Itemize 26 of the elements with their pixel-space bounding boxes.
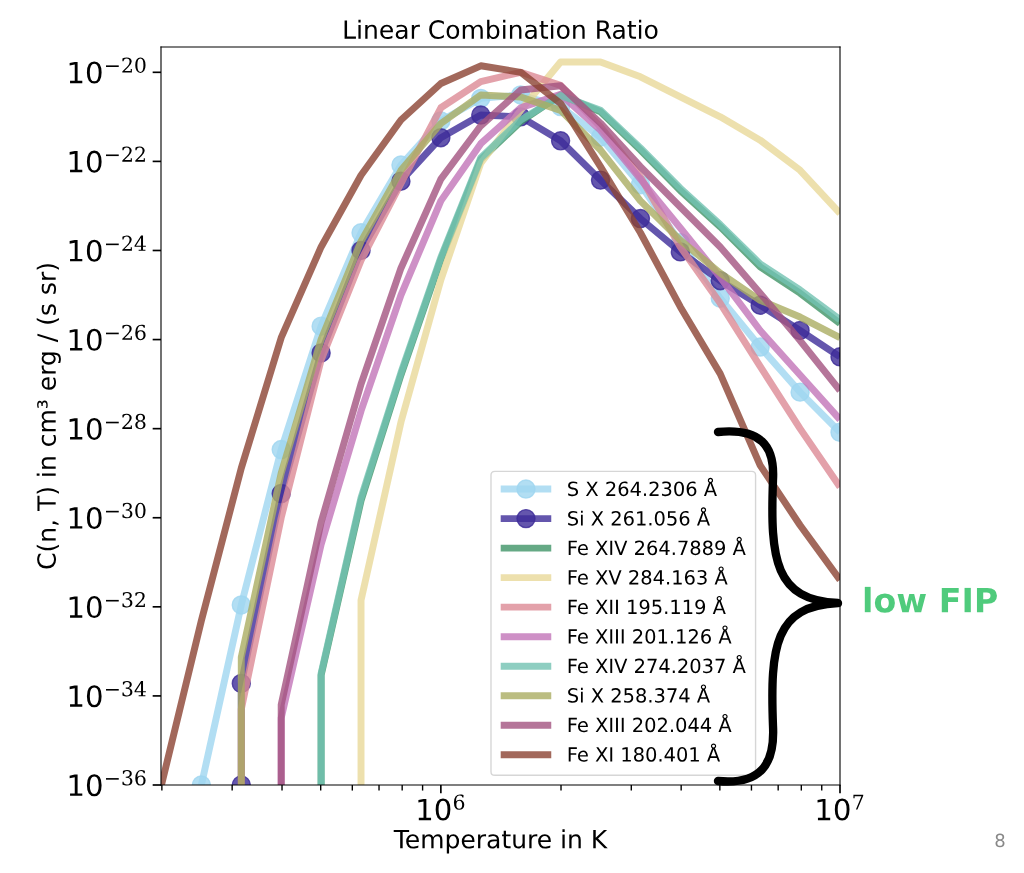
x-axis-title: Temperature in K: [393, 829, 608, 854]
y-tick-label: 10$^{−28}$: [69, 413, 146, 440]
x-tick-label: 10$^{7}$: [817, 794, 864, 821]
legend-label: Si X 258.374 Å: [568, 684, 710, 703]
y-tick-label: 10$^{−20}$: [69, 57, 146, 84]
y-axis-title: C(n, T) in cm³ erg / (s sr): [36, 264, 61, 569]
text: low FIP: [864, 586, 997, 613]
legend-label: Fe XIII 202.044 Å: [568, 713, 732, 733]
text: 8: [995, 833, 1005, 848]
legend-label: S X 264.2306 Å: [568, 477, 717, 497]
y-tick-label: 10$^{−26}$: [69, 324, 146, 351]
y-tick-label: 10$^{−34}$: [69, 681, 146, 708]
chart-title: Linear Combination Ratio: [344, 19, 658, 40]
legend-label: Fe XIII 201.126 Å: [568, 625, 732, 644]
legend-label: Fe XI 180.401 Å: [568, 743, 721, 762]
legend-label: Fe XIV 264.7889 Å: [568, 536, 746, 556]
legend-label: Fe XIV 274.2037 Å: [568, 654, 746, 674]
legend-label: Fe XV 284.163 Å: [568, 566, 728, 585]
y-tick-label: 10$^{−36}$: [69, 770, 146, 797]
y-tick-label: 10$^{−24}$: [69, 235, 146, 262]
y-tick-label: 10$^{−32}$: [69, 591, 145, 619]
legend-label: Fe XII 195.119 Å: [568, 595, 726, 615]
y-tick-label: 10$^{−30}$: [69, 502, 146, 530]
x-tick-label: 10$^{6}$: [418, 794, 465, 821]
legend-label: Si X 261.056 Å: [568, 507, 710, 526]
y-tick-label: 10$^{−22}$: [69, 146, 145, 173]
